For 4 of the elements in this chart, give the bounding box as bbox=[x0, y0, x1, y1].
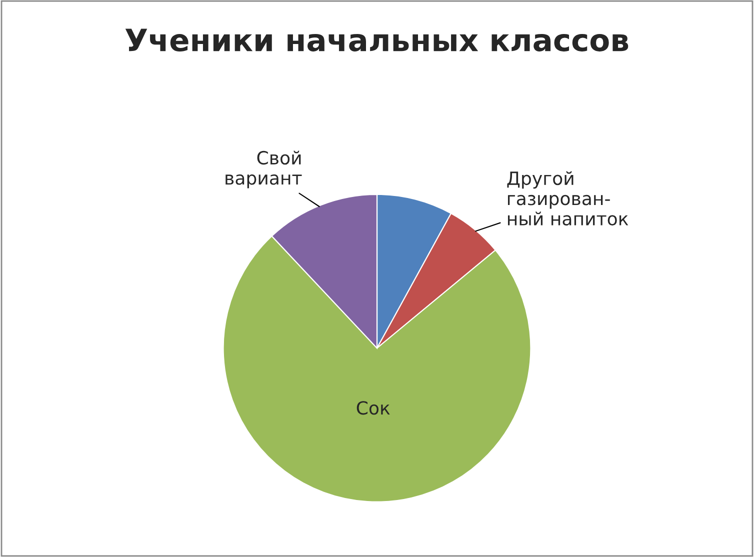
slice-label: Другой газирован- ный напиток bbox=[507, 171, 628, 226]
chart-title: Ученики начальных классов bbox=[125, 28, 628, 52]
slice-label: Свой вариант bbox=[226, 150, 302, 188]
slice-label: Сок bbox=[356, 401, 390, 415]
